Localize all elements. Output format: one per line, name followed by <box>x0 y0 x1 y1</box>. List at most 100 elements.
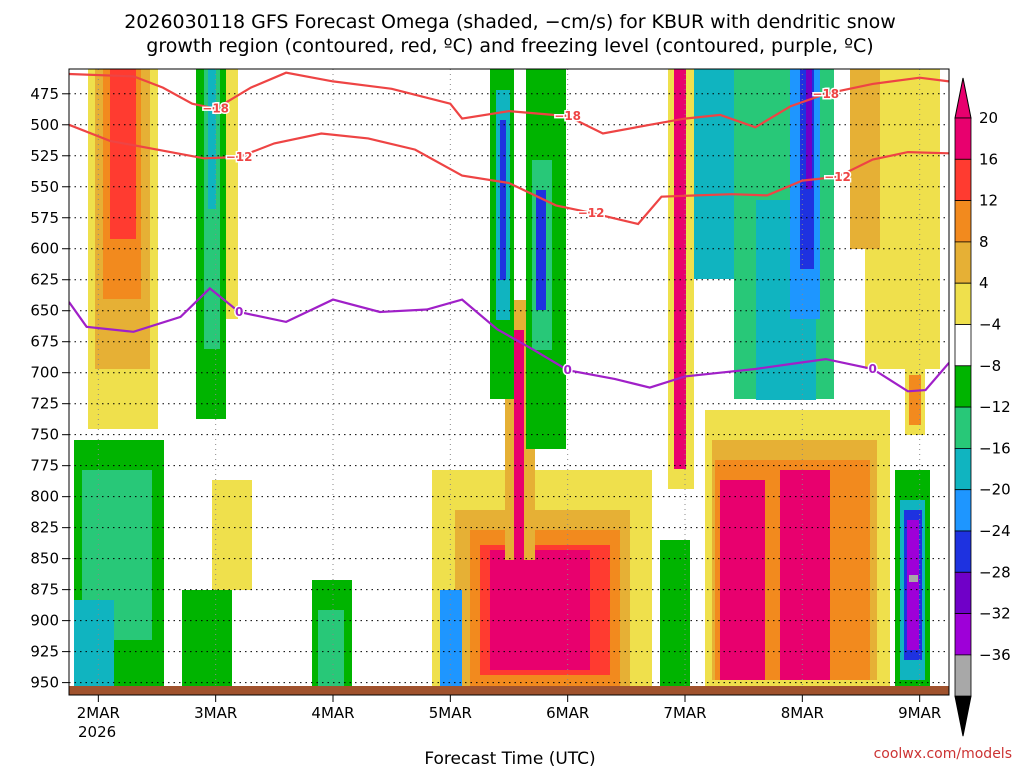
omega-shade-warm <box>226 69 238 319</box>
contour-label: 0 <box>235 305 243 319</box>
colorbar-swatch <box>954 158 972 202</box>
contour-label: −12 <box>578 206 605 220</box>
colorbar-tick-label: 20 <box>979 109 998 127</box>
colorbar-swatch <box>954 324 972 367</box>
plot-area: −18 −18 −18 −12 −12 −12 0 0 0 <box>69 69 949 695</box>
colorbar-swatch <box>954 117 972 160</box>
omega-shade-strong <box>720 480 765 680</box>
omega-shade-warm <box>110 69 136 239</box>
y-tick-label: 625 <box>30 271 59 289</box>
contour-label: −12 <box>226 150 253 164</box>
y-tick-label: 500 <box>30 116 59 134</box>
colorbar-tick-label: −24 <box>979 522 1011 540</box>
omega-shade-cool <box>500 120 506 280</box>
contour-layer: −18 −18 −18 −12 −12 −12 0 0 0 <box>69 71 949 393</box>
omega-shade-warm <box>909 375 921 425</box>
y-tick-label: 650 <box>30 302 59 320</box>
credit-text: coolwx.com/models <box>874 746 1012 762</box>
y-tick-label: 875 <box>30 581 59 599</box>
y-tick-label: 925 <box>30 643 59 661</box>
omega-shade-cool <box>440 590 462 690</box>
omega-shade-cool <box>907 520 919 650</box>
chart-title-line2: growth region (contoured, red, ºC) and f… <box>146 35 873 57</box>
colorbar-tick-label: −12 <box>979 398 1011 416</box>
ground-strip <box>69 686 949 695</box>
contour-line <box>69 123 949 226</box>
y-tick-label: 750 <box>30 426 59 444</box>
grid-lines <box>69 69 949 695</box>
x-axis-title: Forecast Time (UTC) <box>424 749 595 768</box>
colorbar-top-arrow <box>954 77 972 119</box>
omega-shade-cool <box>694 69 734 279</box>
y-tick-label: 675 <box>30 333 59 351</box>
colorbar-swatch <box>954 406 972 449</box>
omega-shade-strong <box>514 330 524 560</box>
colorbar-swatch <box>954 489 972 532</box>
colorbar-tick-label: −20 <box>979 481 1011 499</box>
colorbar-swatch <box>954 282 972 325</box>
colorbar-tick-label: −4 <box>979 316 1001 334</box>
y-axis: 475 500 525 550 575 600 625 650 675 700 725 750 775 8… <box>30 85 69 692</box>
omega-shade-strong <box>490 550 590 670</box>
omega-shade-cool <box>208 69 216 209</box>
omega-shade-cool <box>318 610 344 690</box>
x-tick-label: 4MAR <box>311 704 354 722</box>
colorbar-tick-label: 4 <box>979 274 989 292</box>
plot-frame <box>68 68 950 696</box>
colorbar-swatch <box>954 613 972 656</box>
y-tick-label: 525 <box>30 147 59 165</box>
x-tick-label: 5MAR <box>429 704 472 722</box>
x-tick-label: 8MAR <box>781 704 824 722</box>
colorbar-tick-label: −28 <box>979 563 1011 581</box>
y-tick-label: 575 <box>30 209 59 227</box>
colorbar-bottom-arrow <box>954 695 972 737</box>
omega-shade-warm <box>212 480 252 590</box>
y-tick-label: 800 <box>30 488 59 506</box>
y-tick-label: 725 <box>30 395 59 413</box>
y-tick-label: 700 <box>30 364 59 382</box>
contour-line <box>69 286 949 393</box>
y-tick-label: 550 <box>30 178 59 196</box>
y-tick-label: 950 <box>30 674 59 692</box>
x-tick-label: 7MAR <box>663 704 706 722</box>
contour-label: −18 <box>812 87 839 101</box>
x-axis: 2MAR 3MAR 4MAR 5MAR 6MAR 7MAR 8MAR 9MAR <box>77 695 941 722</box>
contour-label: −18 <box>202 102 229 116</box>
contour-label: 0 <box>869 362 877 376</box>
y-tick-label: 600 <box>30 240 59 258</box>
x-year-label: 2026 <box>78 723 116 741</box>
omega-shading-layer <box>74 69 940 692</box>
colorbar-swatch <box>954 365 972 408</box>
chart-title-line1: 2026030118 GFS Forecast Omega (shaded, −… <box>124 11 896 33</box>
colorbar-tick-label: 16 <box>979 150 998 168</box>
omega-shade-cool <box>909 575 918 582</box>
y-tick-label: 775 <box>30 457 59 475</box>
colorbar-tick-label: 12 <box>979 192 998 210</box>
colorbar-swatch <box>954 654 972 697</box>
colorbar-swatch <box>954 571 972 614</box>
y-tick-label: 900 <box>30 612 59 630</box>
colorbar-tick-label: −32 <box>979 605 1011 623</box>
colorbar-tick-label: −16 <box>979 439 1011 457</box>
omega-shade-cool <box>74 600 114 690</box>
omega-shade-cool <box>806 69 812 189</box>
contour-label: −18 <box>554 109 581 123</box>
contour-label: −12 <box>824 170 851 184</box>
colorbar-swatch <box>954 241 972 284</box>
colorbar-swatch <box>954 447 972 491</box>
omega-shade-strong <box>780 470 830 680</box>
omega-shade-strong <box>674 69 686 469</box>
colorbar-swatch <box>954 200 972 243</box>
x-tick-label: 6MAR <box>546 704 589 722</box>
omega-shade-cool <box>536 190 546 310</box>
x-tick-label: 3MAR <box>194 704 237 722</box>
y-tick-label: 825 <box>30 519 59 537</box>
colorbar-tick-label: −36 <box>979 646 1011 664</box>
colorbar-swatch <box>954 530 972 573</box>
omega-shade-cool <box>182 590 232 690</box>
colorbar: 20 16 12 8 4 −4 −8 −12 −16 −20 −24 −28 −32 −36 <box>954 77 1011 737</box>
y-tick-label: 475 <box>30 85 59 103</box>
x-tick-label: 2MAR <box>77 704 120 722</box>
y-tick-label: 850 <box>30 550 59 568</box>
contour-label: 0 <box>563 363 571 377</box>
